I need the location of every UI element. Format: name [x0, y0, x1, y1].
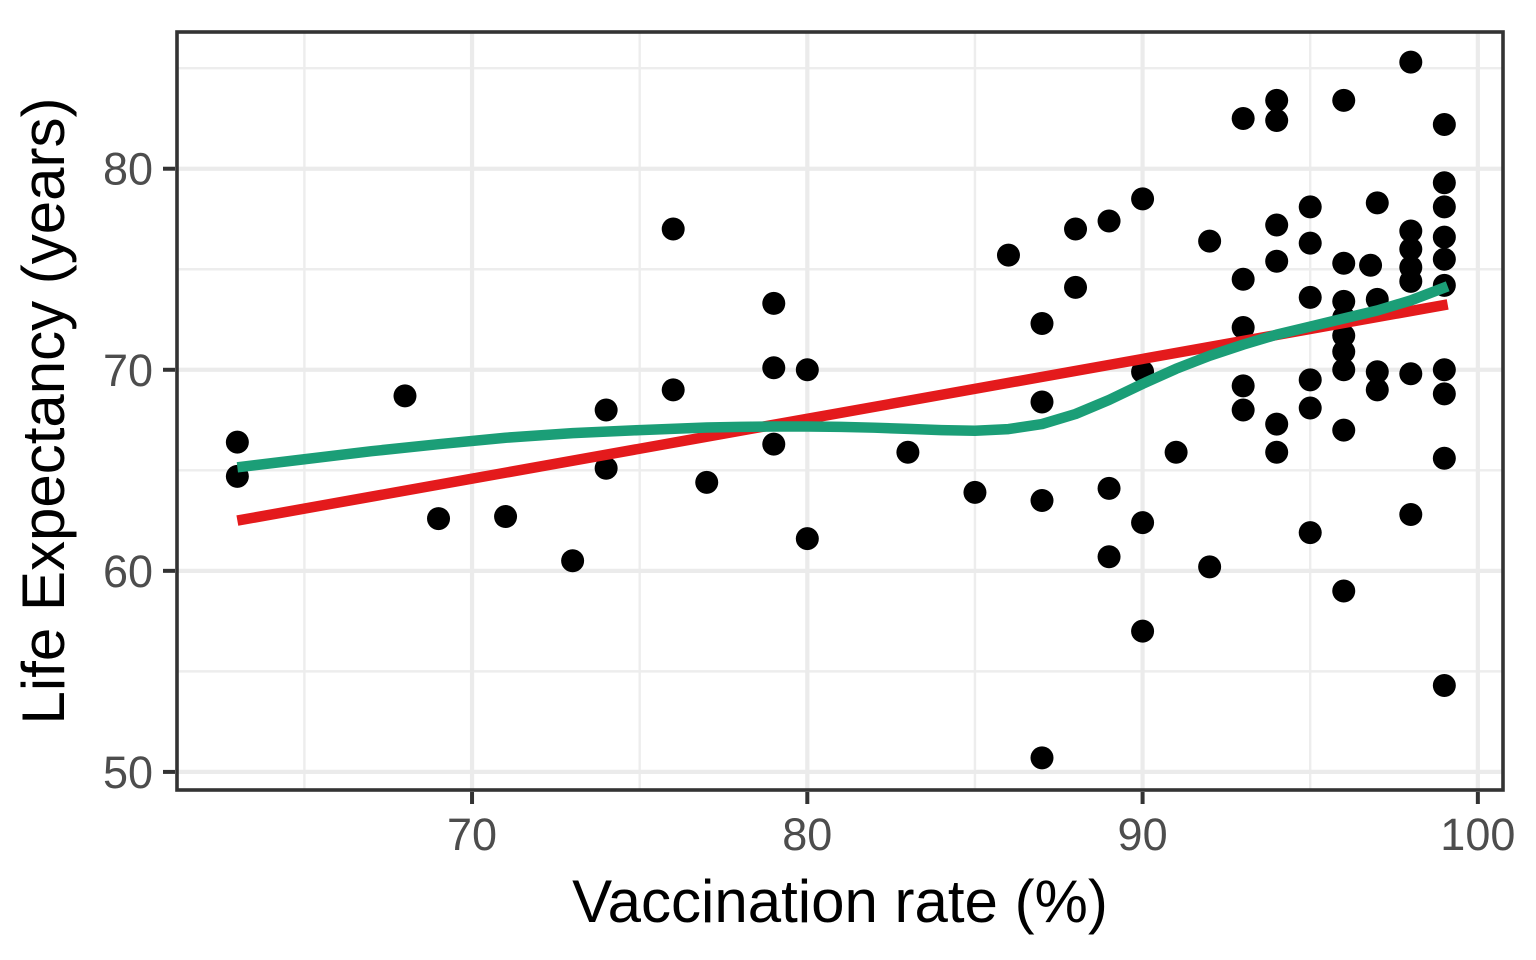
scatter-point	[795, 358, 819, 382]
trend-lines-layer	[236, 281, 1450, 526]
scatter-point	[1432, 673, 1456, 697]
scatter-point	[1432, 171, 1456, 195]
scatter-point	[1298, 396, 1322, 420]
scatter-point	[1399, 269, 1423, 293]
y-tick-label: 50	[103, 747, 153, 798]
scatter-point	[963, 480, 987, 504]
scatter-point	[1265, 108, 1289, 132]
scatter-point	[762, 356, 786, 380]
scatter-point	[1097, 209, 1121, 233]
scatter-point	[1332, 340, 1356, 364]
scatter-point	[1432, 358, 1456, 382]
scatter-point	[1231, 398, 1255, 422]
scatter-point	[1164, 440, 1188, 464]
y-tick-label: 70	[103, 345, 153, 396]
scatter-point	[1399, 50, 1423, 74]
scatter-point	[1399, 219, 1423, 243]
scatter-point	[1298, 368, 1322, 392]
scatter-point	[1265, 249, 1289, 273]
scatter-point	[1399, 237, 1423, 261]
scatter-point	[996, 243, 1020, 267]
scatter-point	[1198, 555, 1222, 579]
scatter-point	[393, 384, 417, 408]
scatter-point	[1265, 88, 1289, 112]
scatter-point	[1359, 253, 1383, 277]
scatter-point	[1432, 247, 1456, 271]
scatter-point	[1097, 545, 1121, 569]
grid-major-layer	[177, 32, 1503, 790]
scatter-point	[1332, 324, 1356, 348]
scatter-point	[795, 527, 819, 551]
scatter-point	[1332, 88, 1356, 112]
scatter-points-layer	[225, 50, 1456, 770]
scatter-point	[1365, 378, 1389, 402]
scatter-point	[225, 430, 249, 454]
axis-ticks-layer	[163, 166, 1480, 804]
scatter-point	[427, 507, 451, 531]
scatter-point	[762, 432, 786, 456]
scatter-point	[1432, 225, 1456, 249]
tick-labels-layer: 70 80 90 100 50 60 70 80	[103, 144, 1515, 860]
scatter-point	[1298, 285, 1322, 309]
scatter-point	[561, 549, 585, 573]
scatter-point	[1332, 358, 1356, 382]
x-tick-label: 90	[1118, 809, 1168, 860]
scatter-point	[1298, 195, 1322, 219]
scatter-point	[1131, 619, 1155, 643]
scatter-point	[1298, 231, 1322, 255]
scatter-point	[1231, 374, 1255, 398]
scatter-point	[1332, 418, 1356, 442]
scatter-point	[1432, 446, 1456, 470]
scatter-point	[1030, 488, 1054, 512]
scatter-point	[1030, 746, 1054, 770]
y-tick-label: 60	[103, 546, 153, 597]
scatter-point	[1064, 217, 1088, 241]
scatter-point	[1064, 275, 1088, 299]
scatter-point	[1399, 362, 1423, 386]
scatter-point	[896, 440, 920, 464]
scatter-point	[1231, 267, 1255, 291]
scatter-point	[1198, 229, 1222, 253]
panel-border	[175, 30, 1505, 792]
scatter-point	[1298, 521, 1322, 545]
scatter-point	[594, 456, 618, 480]
scatter-point	[1332, 251, 1356, 275]
scatter-point	[661, 378, 685, 402]
scatter-point	[1265, 213, 1289, 237]
scatter-point	[1030, 390, 1054, 414]
x-tick-label: 70	[447, 809, 497, 860]
y-axis-title: Life Expectancy (years)	[10, 98, 77, 725]
scatter-point	[1432, 195, 1456, 219]
scatter-point	[1231, 316, 1255, 340]
x-axis-title: Vaccination rate (%)	[572, 868, 1108, 935]
scatter-point	[1097, 476, 1121, 500]
x-tick-label: 100	[1440, 809, 1515, 860]
scatter-point	[1332, 289, 1356, 313]
scatter-point	[695, 470, 719, 494]
scatter-point	[1432, 112, 1456, 136]
scatter-point	[494, 505, 518, 529]
scatter-point	[1265, 412, 1289, 436]
x-tick-label: 80	[782, 809, 832, 860]
scatter-point	[1399, 503, 1423, 527]
y-tick-label: 80	[103, 144, 153, 195]
scatter-point	[1030, 312, 1054, 336]
scatter-point	[1131, 187, 1155, 211]
scatter-point	[1365, 360, 1389, 384]
scatter-point	[661, 217, 685, 241]
scatter-point	[762, 291, 786, 315]
loess-fit-line	[236, 281, 1450, 473]
scatter-point	[1265, 440, 1289, 464]
scatter-point	[1365, 191, 1389, 215]
scatter-point	[1332, 579, 1356, 603]
scatter-point	[1131, 511, 1155, 535]
scatter-point	[1432, 382, 1456, 406]
scatter-point	[1231, 106, 1255, 130]
scatter-point	[594, 398, 618, 422]
